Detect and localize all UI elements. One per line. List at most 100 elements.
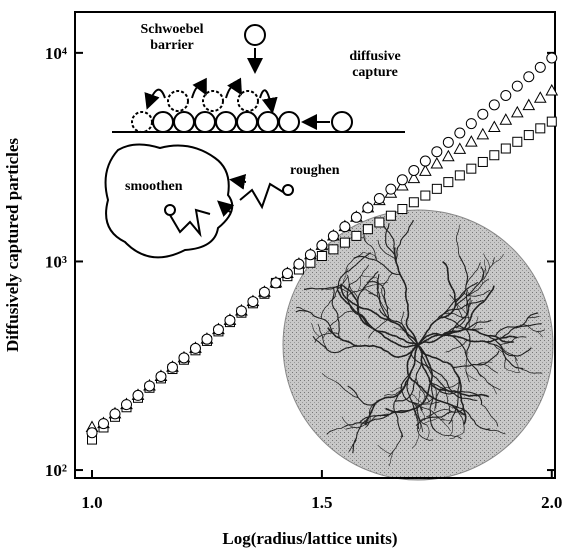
data-point <box>501 90 511 100</box>
data-point <box>190 343 200 353</box>
data-point <box>167 362 177 372</box>
data-point <box>455 128 465 138</box>
data-point <box>431 158 442 168</box>
data-point <box>282 269 292 279</box>
data-point <box>547 117 556 126</box>
data-point <box>523 100 534 110</box>
data-point <box>490 151 499 160</box>
atom <box>237 112 257 132</box>
data-point <box>409 198 418 207</box>
x-tick-label: 1.0 <box>81 493 102 512</box>
data-point <box>397 175 407 185</box>
y-tick-label: 10³ <box>45 252 67 271</box>
data-point <box>202 334 212 344</box>
data-point <box>329 245 338 254</box>
data-point <box>420 165 431 175</box>
atom <box>174 112 194 132</box>
atom <box>258 112 278 132</box>
atom <box>203 91 223 111</box>
data-point <box>363 203 373 213</box>
data-point <box>489 100 499 110</box>
data-point <box>454 143 465 153</box>
data-point <box>236 306 246 316</box>
data-point <box>156 371 166 381</box>
data-point <box>328 231 338 241</box>
y-tick-label: 10² <box>45 461 67 480</box>
island-outline <box>106 144 233 257</box>
walker <box>283 185 293 195</box>
arrow <box>220 203 230 212</box>
data-point <box>317 252 326 261</box>
arrow <box>148 90 165 106</box>
data-point <box>386 211 395 220</box>
data-point <box>340 222 350 232</box>
data-point <box>420 156 430 166</box>
arrow <box>260 90 272 110</box>
atom <box>279 112 299 132</box>
data-point <box>477 129 488 139</box>
data-point <box>294 259 304 269</box>
data-point <box>478 157 487 166</box>
data-point <box>547 53 557 63</box>
data-point <box>271 278 281 288</box>
data-point <box>524 72 534 82</box>
arrow <box>226 86 240 98</box>
atom <box>132 112 152 132</box>
atom <box>332 112 352 132</box>
arrow <box>233 180 246 182</box>
data-point <box>121 400 131 410</box>
data-point <box>489 122 500 132</box>
data-point <box>110 409 120 419</box>
data-point <box>259 287 269 297</box>
data-point <box>478 109 488 119</box>
data-point <box>466 136 477 146</box>
data-point <box>317 240 327 250</box>
data-point <box>444 178 453 187</box>
annotation: roughen <box>290 163 340 178</box>
data-point <box>375 218 384 227</box>
x-tick-label: 2.0 <box>541 493 562 512</box>
data-point <box>352 231 361 240</box>
data-point <box>398 205 407 214</box>
data-point <box>443 137 453 147</box>
x-tick-label: 1.5 <box>311 493 332 512</box>
walker <box>165 205 175 215</box>
data-point <box>340 238 349 247</box>
data-point <box>432 147 442 157</box>
data-point <box>213 325 223 335</box>
atom <box>245 25 265 45</box>
walk-path <box>170 210 210 234</box>
data-point <box>87 428 97 438</box>
atom <box>216 112 236 132</box>
data-point <box>535 92 546 102</box>
data-point <box>443 151 454 161</box>
data-point <box>374 194 384 204</box>
data-point <box>179 353 189 363</box>
data-point <box>99 419 109 429</box>
y-axis-label: Diffusively captured particles <box>3 138 22 352</box>
y-tick-label: 10⁴ <box>45 44 67 63</box>
walk-path <box>240 184 283 207</box>
data-point <box>351 212 361 222</box>
data-point <box>500 114 511 124</box>
data-point <box>466 119 476 129</box>
annotation: smoothen <box>125 179 183 194</box>
data-point <box>225 315 235 325</box>
atom <box>238 91 258 111</box>
data-point <box>421 191 430 200</box>
data-point <box>363 225 372 234</box>
data-point <box>144 381 154 391</box>
arrow <box>192 86 205 98</box>
atom <box>195 112 215 132</box>
data-point <box>536 124 545 133</box>
atom <box>168 91 188 111</box>
data-point <box>305 250 315 260</box>
data-point <box>248 297 258 307</box>
data-point <box>455 171 464 180</box>
atom <box>153 112 173 132</box>
data-point <box>467 164 476 173</box>
x-axis-label: Log(radius/lattice units) <box>222 529 397 548</box>
